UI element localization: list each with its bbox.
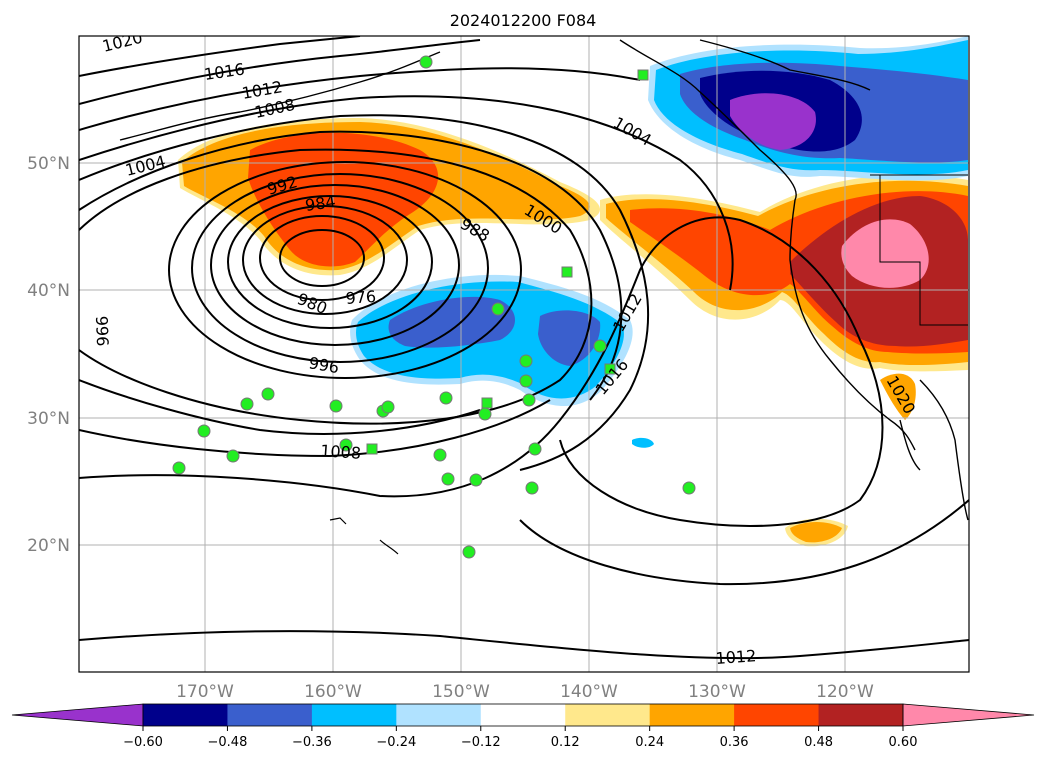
isobar-label: 976 xyxy=(345,287,377,308)
colorbar-tick-label: 0.48 xyxy=(804,735,833,750)
colorbar-tick-label: 0.12 xyxy=(551,735,580,750)
negative-anomaly-patch xyxy=(632,437,654,448)
negative-anomaly-northeast xyxy=(648,36,968,181)
colorbar-segment xyxy=(480,704,566,726)
coastlines xyxy=(119,39,969,555)
colorbar-outline xyxy=(142,703,904,727)
colorbar-segment xyxy=(311,704,397,726)
isobars xyxy=(79,36,969,660)
colorbar-tick-label: 0.60 xyxy=(889,735,918,750)
lon-label: 130°W xyxy=(688,682,746,702)
colorbar-tick-label: 0.36 xyxy=(720,735,749,750)
colorbar: −0.60 −0.48 −0.36 −0.24 −0.12 0.12 0.24 0.36 0.4… xyxy=(11,703,1035,750)
colorbar-tick-label: −0.60 xyxy=(123,735,163,750)
colorbar-segments xyxy=(11,703,1035,727)
colorbar-segment xyxy=(227,704,313,726)
colorbar-extend-high xyxy=(902,703,1035,727)
map-area: 1020 1016 1012 1008 1004 1004 992 984 98… xyxy=(79,36,969,672)
station-markers xyxy=(172,55,696,559)
isobar-label: 1012 xyxy=(715,646,757,668)
gridlines xyxy=(79,36,969,672)
colorbar-segment xyxy=(734,704,820,726)
colorbar-ticks: −0.60 −0.48 −0.36 −0.24 −0.12 0.12 0.24 0.36 0.4… xyxy=(123,726,917,750)
longitude-labels: 170°W 160°W 150°W 140°W 130°W 120°W xyxy=(176,682,874,702)
colorbar-segment xyxy=(143,704,228,726)
lon-label: 160°W xyxy=(304,682,362,702)
lon-label: 120°W xyxy=(816,682,874,702)
positive-anomaly-west-us xyxy=(600,174,968,420)
colorbar-tick-label: 0.24 xyxy=(635,735,664,750)
colorbar-segment xyxy=(818,704,904,726)
isobar-label: 1008 xyxy=(320,441,362,463)
isobar-label: 996 xyxy=(92,315,112,346)
colorbar-segment xyxy=(396,704,482,726)
lat-label: 40°N xyxy=(27,281,70,301)
colorbar-segment xyxy=(649,704,735,726)
lat-label: 20°N xyxy=(27,536,70,556)
lat-label: 50°N xyxy=(27,154,70,174)
map-frame xyxy=(78,35,970,673)
colorbar-segment xyxy=(565,704,651,726)
colorbar-tick-label: −0.12 xyxy=(461,735,501,750)
map-title: 2024012200 F084 xyxy=(450,11,597,30)
lon-label: 150°W xyxy=(432,682,490,702)
colorbar-tick-label: −0.48 xyxy=(208,735,248,750)
negative-anomaly-central xyxy=(350,274,633,406)
lon-label: 140°W xyxy=(560,682,618,702)
colorbar-tick-label: −0.36 xyxy=(292,735,332,750)
lat-label: 30°N xyxy=(27,409,70,429)
colorbar-tick-label: −0.24 xyxy=(376,735,416,750)
colorbar-extend-low xyxy=(11,703,144,727)
latitude-labels: 50°N 40°N 30°N 20°N xyxy=(27,154,70,556)
lon-label: 170°W xyxy=(176,682,234,702)
isobar-label: 984 xyxy=(304,192,337,215)
